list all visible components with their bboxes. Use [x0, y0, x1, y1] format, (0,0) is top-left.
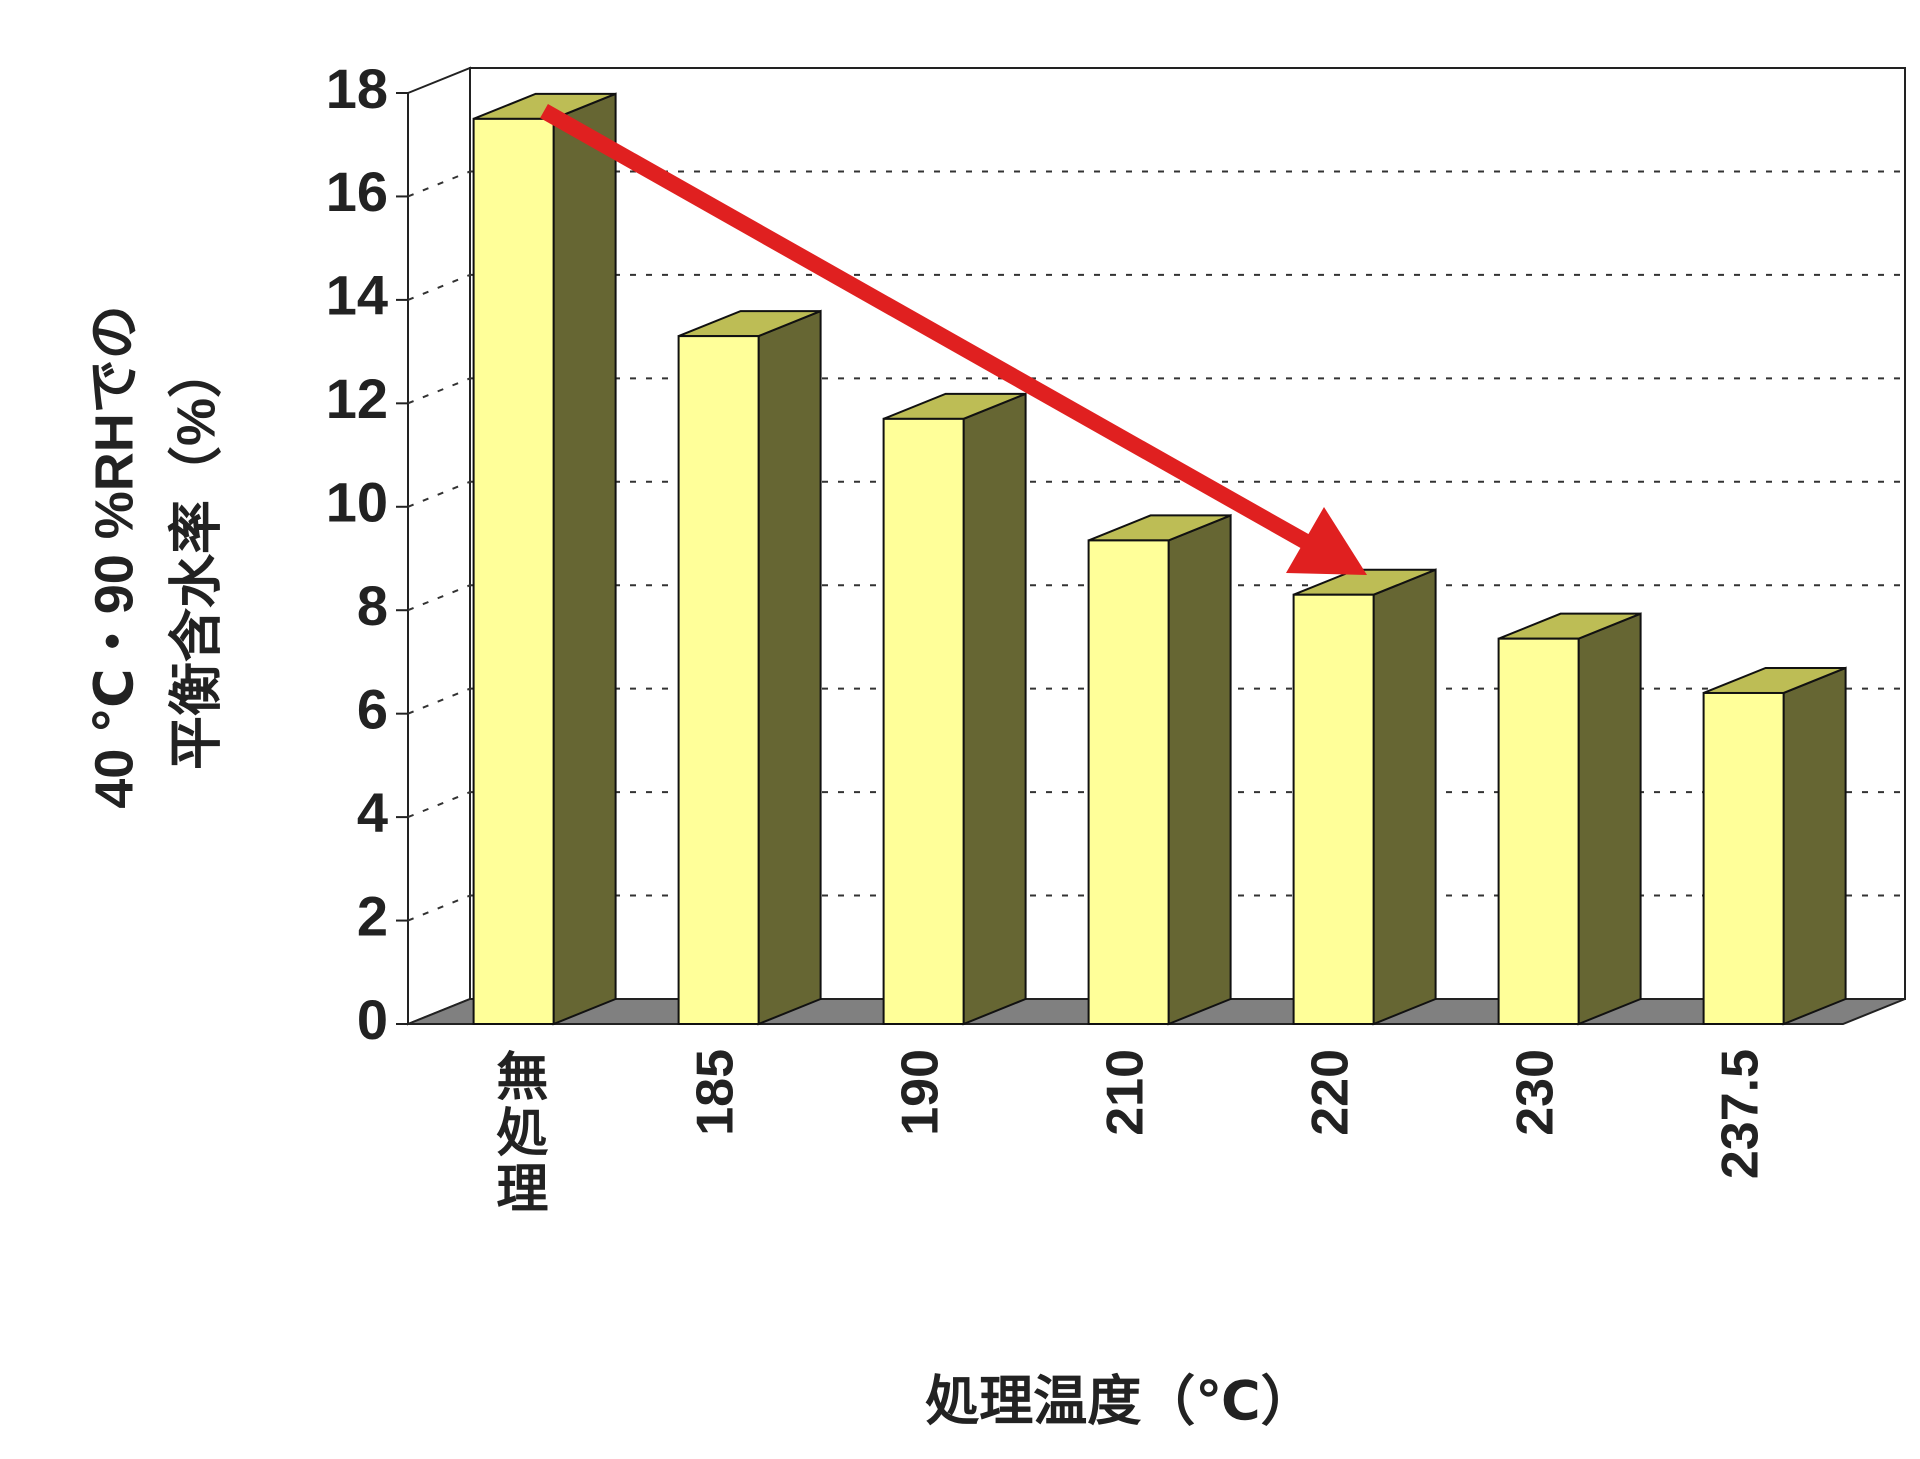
bar [1702, 691, 1785, 1025]
x-tick-label: 190 [891, 1049, 949, 1136]
x-tick-label: 185 [686, 1049, 744, 1136]
x-axis-label: 処理温度（℃） [925, 1371, 1314, 1431]
x-tick-label: 230 [1506, 1049, 1564, 1136]
grid-line [407, 170, 471, 198]
y-tick-label: 14 [326, 264, 388, 327]
bar [1087, 539, 1170, 1025]
y-tick-label: 6 [357, 677, 388, 740]
bar [1292, 593, 1375, 1025]
grid-line [407, 273, 471, 301]
bar-side [1372, 568, 1437, 1026]
x-tick-label: 237.5 [1711, 1049, 1769, 1179]
y-tick-label: 8 [357, 574, 388, 637]
grid-line [407, 894, 471, 922]
y-tick-label: 12 [326, 367, 388, 430]
y-tick-label: 16 [326, 160, 388, 223]
bar-side [757, 309, 822, 1026]
grid-line [407, 480, 471, 508]
y-tick-label: 4 [357, 781, 388, 844]
bar [882, 417, 965, 1026]
grid-line [407, 687, 471, 715]
bar-side [1577, 612, 1642, 1026]
y-axis-label: 平衡含水率（%） [166, 344, 226, 770]
x-tick-label: 210 [1096, 1049, 1154, 1136]
trend-arrow-head [1286, 507, 1367, 575]
bar [677, 335, 760, 1026]
y-tick-label: 2 [357, 884, 388, 947]
bar [472, 117, 555, 1026]
bar-side [1782, 666, 1847, 1026]
bar-side [962, 392, 1027, 1026]
y-tick-label: 10 [326, 471, 388, 534]
bar-side [552, 92, 617, 1026]
y-tick-label: 18 [326, 57, 388, 120]
side-wall [407, 66, 471, 1026]
y-axis-label: 40 ℃・90 %RHでの [84, 305, 144, 809]
grid-line [407, 377, 471, 405]
grid-line [407, 584, 471, 612]
grid-line [407, 791, 471, 819]
bar [1497, 637, 1580, 1025]
y-tick-label: 0 [357, 988, 388, 1051]
x-tick-label: 無処理 [488, 1049, 548, 1217]
bar-side [1167, 513, 1232, 1026]
trend-arrow [540, 104, 1312, 550]
x-tick-label: 220 [1301, 1049, 1359, 1136]
